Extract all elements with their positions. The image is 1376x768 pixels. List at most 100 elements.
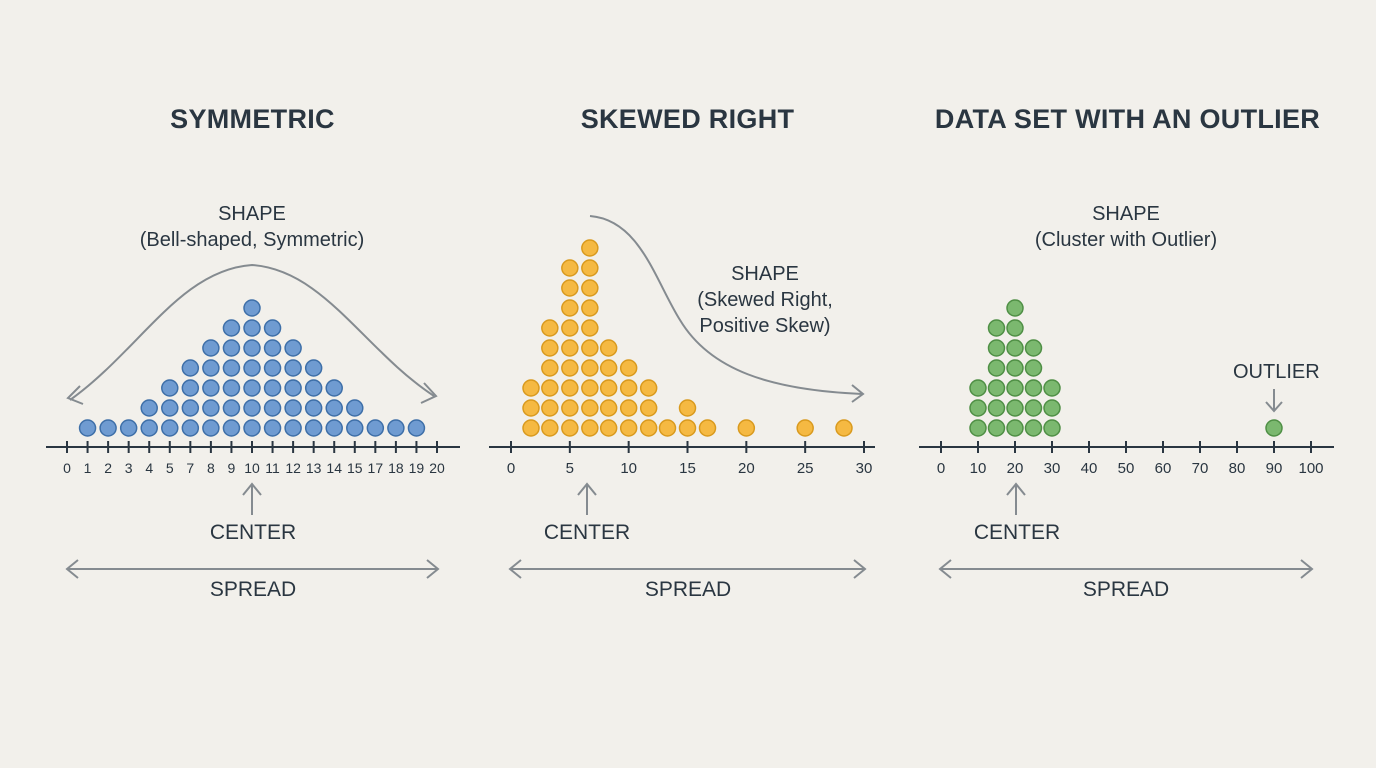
data-dot	[1043, 399, 1061, 417]
tick-label: 2	[104, 460, 112, 476]
tick-label: 100	[1298, 460, 1323, 477]
data-dot	[987, 419, 1006, 437]
data-dot	[181, 379, 200, 397]
tick-label: 11	[265, 460, 280, 476]
data-dot	[222, 419, 241, 437]
data-dot	[581, 419, 599, 437]
data-dot	[1024, 359, 1043, 377]
data-dot	[658, 419, 677, 437]
tick-label: 14	[326, 460, 342, 476]
spread-label: SPREAD	[1082, 578, 1170, 601]
data-dot	[407, 419, 426, 437]
data-dot	[243, 419, 261, 437]
data-dot	[263, 379, 282, 397]
bell-curve-arrow	[69, 263, 435, 401]
data-dot	[561, 419, 579, 437]
data-dot	[835, 419, 853, 437]
panel-outlier: DATA SET WITH AN OUTLIER SHAPE (Cluster …	[875, 0, 1376, 768]
data-dot	[202, 359, 220, 377]
tick-label: 8	[207, 460, 215, 476]
data-dot	[561, 279, 579, 297]
data-dot	[1024, 339, 1043, 357]
tick-label: 12	[285, 460, 301, 476]
data-dot	[987, 339, 1006, 357]
skew-curve-arrow	[589, 215, 863, 395]
data-dot	[561, 259, 579, 277]
tick-label: 0	[507, 460, 515, 477]
data-dot	[202, 399, 220, 417]
center-arrow-up-icon	[577, 482, 597, 515]
data-dot	[263, 339, 282, 357]
data-dot	[99, 419, 117, 437]
data-dot	[619, 379, 638, 397]
data-dot	[522, 379, 540, 397]
tick-label: 80	[1229, 460, 1246, 477]
data-dot	[581, 259, 599, 277]
data-dot	[263, 399, 282, 417]
data-dot	[987, 319, 1006, 337]
data-dot	[581, 359, 599, 377]
data-dot	[284, 339, 302, 357]
data-dot	[969, 379, 987, 397]
data-dot	[222, 399, 241, 417]
data-dot	[581, 399, 599, 417]
tick-label: 0	[937, 460, 945, 477]
axes: 0 1 2 3 4 5 7 8 9 10 11 12 13 14 15 17 18 19 20 0 5 10 15 20 25 3…	[46, 441, 1334, 477]
tick-label: 7	[186, 460, 194, 476]
data-dot	[987, 379, 1006, 397]
spread-arrow-icon	[508, 559, 867, 579]
data-dot	[181, 359, 200, 377]
data-dot	[346, 419, 364, 437]
data-dot	[243, 399, 261, 417]
shape-annotation: SHAPE (Skewed Right, Positive Skew)	[665, 261, 865, 339]
data-dot	[581, 239, 599, 257]
tick-label: 1	[84, 460, 92, 476]
outlier-label: OUTLIER	[1233, 361, 1320, 383]
data-dot	[1043, 379, 1061, 397]
data-dot	[119, 419, 138, 437]
center-arrow-up-icon	[1006, 482, 1026, 515]
shape-description-line2: Positive Skew)	[699, 315, 831, 337]
data-dot	[522, 419, 540, 437]
data-dot	[1043, 419, 1061, 437]
data-dot	[541, 339, 559, 357]
spread-arrow-icon	[65, 559, 440, 579]
tick-label: 15	[347, 460, 363, 476]
panel-skewed-right: SKEWED RIGHT SHAPE (Skewed Right, Positi…	[435, 0, 940, 768]
data-dot	[969, 399, 987, 417]
arrowhead-right-icon	[851, 384, 865, 403]
data-dot	[202, 379, 220, 397]
tick-label: 30	[856, 460, 873, 477]
data-dot	[202, 339, 220, 357]
data-dot	[541, 419, 559, 437]
data-dot	[599, 339, 618, 357]
arrowhead-right-icon	[420, 382, 438, 404]
tick-label: 19	[409, 460, 425, 476]
tick-label: 90	[1266, 460, 1283, 477]
tick-label: 18	[388, 460, 404, 476]
tick-label: 20	[1007, 460, 1024, 477]
shape-description: (Bell-shaped, Symmetric)	[139, 229, 365, 251]
data-dot	[1024, 379, 1043, 397]
data-dot	[522, 399, 540, 417]
tick-label: 5	[566, 460, 574, 477]
tick-label: 17	[368, 460, 384, 476]
data-dot	[581, 299, 599, 317]
data-dot	[284, 419, 302, 437]
data-dot	[678, 399, 697, 417]
data-dot	[325, 399, 343, 417]
data-dot	[599, 419, 618, 437]
data-dot	[222, 319, 241, 337]
data-dot	[243, 339, 261, 357]
arrowhead-left-icon	[66, 385, 84, 405]
data-dot	[304, 379, 323, 397]
shape-description-line1: (Skewed Right,	[697, 289, 833, 311]
center-label: CENTER	[209, 521, 297, 544]
panel-title: SYMMETRIC	[170, 104, 335, 134]
data-dot	[987, 359, 1006, 377]
data-dot	[541, 379, 559, 397]
data-dot	[366, 419, 385, 437]
data-dot	[304, 419, 323, 437]
tick-label: 10	[620, 460, 637, 477]
tick-label: 25	[797, 460, 814, 477]
